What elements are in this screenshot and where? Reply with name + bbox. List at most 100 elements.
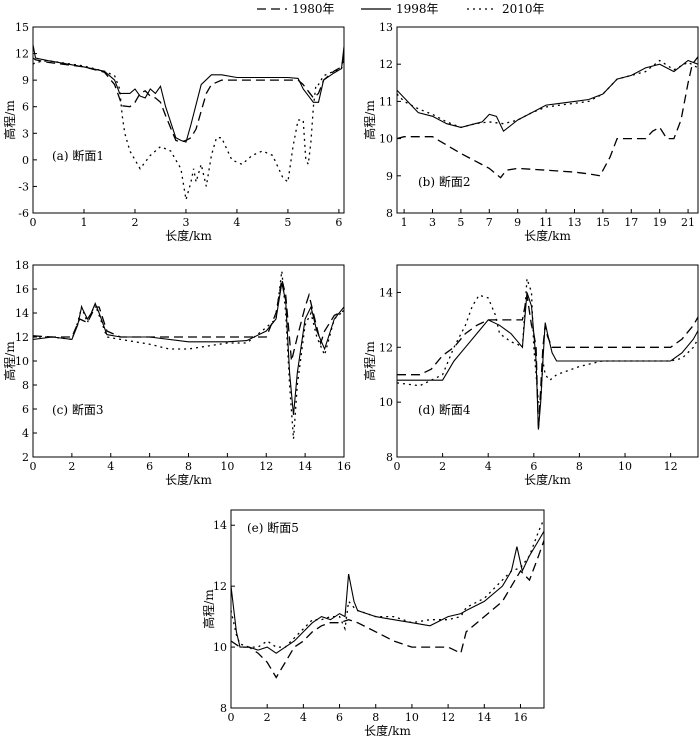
x-tick-label: 15 (596, 216, 610, 229)
x-tick-label: 14 (477, 711, 491, 724)
x-axis-title: 长度/km (165, 228, 212, 243)
y-tick-label: 13 (379, 21, 393, 34)
x-tick-label: 0 (228, 711, 235, 724)
series-line-1980年 (231, 540, 544, 679)
y-tick-label: 10 (213, 641, 227, 654)
series-line-2010年 (33, 270, 344, 440)
x-tick-label: 10 (220, 460, 234, 473)
panel-label: (c) 断面3 (52, 402, 104, 417)
y-axis-title: 高程/m (362, 341, 377, 381)
x-tick-label: 3 (429, 216, 436, 229)
y-tick-label: 8 (220, 702, 227, 715)
y-tick-label: 12 (15, 331, 29, 344)
y-tick-label: 6 (22, 101, 29, 114)
plot-frame (396, 26, 699, 214)
x-tick-label: 8 (372, 711, 379, 724)
x-tick-label: 2 (68, 460, 75, 473)
x-tick-label: 10 (618, 460, 632, 473)
y-tick-label: 10 (379, 396, 393, 409)
legend-label: 2010年 (502, 2, 545, 16)
y-tick-label: 16 (15, 283, 29, 296)
x-axis-title: 长度/km (524, 472, 571, 487)
series-line-1980年 (397, 295, 698, 430)
y-tick-label: 6 (22, 403, 29, 416)
legend: 1980年 1998年 2010年 (257, 2, 545, 16)
series-line-1980年 (33, 279, 344, 362)
x-tick-label: 4 (485, 460, 492, 473)
y-tick-label: 11 (379, 95, 393, 108)
x-tick-label: 0 (394, 460, 401, 473)
series-line-1980年 (397, 56, 698, 179)
series-line-2010年 (397, 59, 698, 129)
x-tick-label: 7 (486, 216, 493, 229)
y-tick-label: 12 (379, 341, 393, 354)
x-tick-label: 5 (284, 216, 291, 229)
series-line-1998年 (231, 531, 544, 654)
x-tick-label: 4 (107, 460, 114, 473)
x-tick-label: 6 (335, 216, 342, 229)
x-tick-label: 9 (514, 216, 521, 229)
x-tick-label: 3 (182, 216, 189, 229)
y-tick-label: 14 (15, 307, 29, 320)
y-axis-title: 高程/m (2, 100, 17, 140)
x-tick-label: 1 (401, 216, 408, 229)
x-tick-label: 12 (441, 711, 455, 724)
panel-label: (e) 断面5 (247, 520, 299, 535)
panel-5: 0 2 4 6 8 10 12 14 16 8 10 12 14 长度/km 高程/m (e) 断面5 (201, 509, 545, 738)
series-line-1998年 (397, 59, 698, 133)
panel-3: 0 2 4 6 8 10 12 14 1624681012141618长度/km高程/m(c) … (2, 259, 351, 487)
y-axis-title: 高程/m (201, 589, 216, 629)
series-line-1998年 (33, 282, 344, 416)
y-tick-label: 8 (22, 379, 29, 392)
plot-frame (32, 264, 345, 458)
y-tick-label: 4 (22, 427, 29, 440)
y-tick-label: 18 (15, 259, 29, 272)
series-line-2010年 (397, 278, 698, 403)
x-tick-label: 0 (30, 216, 37, 229)
y-tick-label: 2 (22, 451, 29, 464)
x-tick-label: 13 (567, 216, 581, 229)
plot-frame (32, 26, 345, 214)
x-tick-label: 2 (264, 711, 271, 724)
y-tick-label: 0 (22, 154, 29, 167)
y-tick-label: 9 (22, 74, 29, 87)
series-line-1980年 (33, 53, 344, 143)
y-tick-label: 14 (213, 519, 227, 532)
x-tick-label: 8 (185, 460, 192, 473)
x-tick-label: 8 (576, 460, 583, 473)
x-tick-label: 16 (513, 711, 527, 724)
x-tick-label: 21 (681, 216, 695, 229)
x-tick-label: 1 (80, 216, 87, 229)
y-tick-label: 12 (213, 580, 227, 593)
x-tick-label: 17 (624, 216, 638, 229)
x-tick-label: 0 (30, 460, 37, 473)
y-tick-label: 15 (15, 21, 29, 34)
x-tick-label: 6 (146, 460, 153, 473)
y-tick-label: 10 (15, 355, 29, 368)
y-tick-label: -6 (18, 207, 29, 220)
legend-label: 1980年 (292, 2, 335, 16)
x-tick-label: 5 (457, 216, 464, 229)
x-tick-label: 6 (336, 711, 343, 724)
x-tick-label: 16 (337, 460, 351, 473)
panel-4: 0 2 4 6 8 10 12 8 10 12 14 长度/km 高程/m (d) 断面4 (362, 264, 699, 487)
x-axis-title: 长度/km (524, 228, 571, 243)
x-tick-label: 4 (300, 711, 307, 724)
series-line-1998年 (33, 44, 344, 143)
y-tick-label: 14 (379, 286, 393, 299)
y-tick-label: 12 (15, 48, 29, 61)
y-tick-label: 3 (22, 127, 29, 140)
y-tick-label: 8 (386, 207, 393, 220)
series-line-2010年 (33, 57, 344, 200)
panel-2: 1 3 5 7 9 11 13 15 17 19 218910111213长度/km高程/m(b) … (362, 21, 699, 243)
y-tick-label: 12 (379, 58, 393, 71)
y-axis-title: 高程/m (2, 341, 17, 381)
x-tick-label: 14 (298, 460, 312, 473)
legend-label: 1998年 (396, 2, 439, 16)
x-tick-label: 10 (405, 711, 419, 724)
panel-label: (d) 断面4 (418, 402, 471, 417)
x-axis-title: 长度/km (165, 472, 212, 487)
